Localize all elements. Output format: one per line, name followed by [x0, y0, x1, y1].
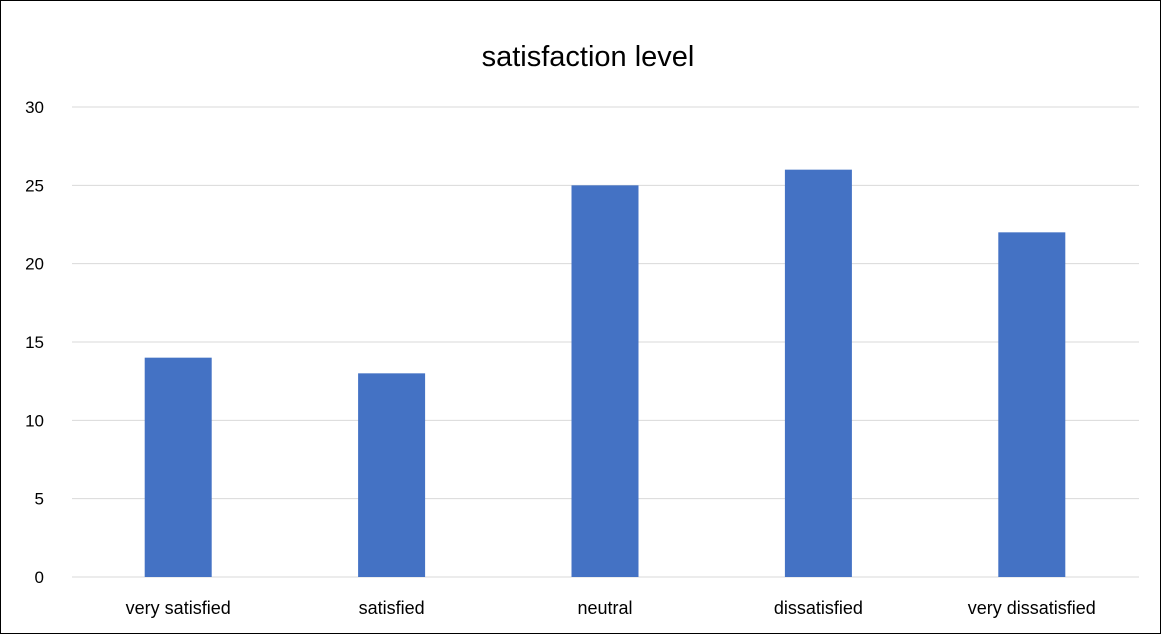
- y-tick-label: 20: [25, 255, 44, 274]
- bar: [998, 232, 1066, 578]
- bar: [571, 185, 639, 578]
- y-tick-label: 15: [25, 333, 44, 352]
- bar: [144, 357, 212, 577]
- x-category-label: neutral: [577, 598, 632, 618]
- x-category-label: dissatisfied: [774, 598, 863, 618]
- chart-title: satisfaction level: [482, 41, 695, 73]
- x-category-label: satisfied: [359, 598, 425, 618]
- y-axis-ticks: 0 5 10 15 20 25 30: [25, 98, 44, 587]
- y-tick-label: 10: [25, 411, 44, 430]
- x-axis-categories: very satisfied satisfied neutral dissatisfi…: [126, 598, 1096, 618]
- y-tick-label: 30: [25, 98, 44, 117]
- x-category-label: very satisfied: [126, 598, 231, 618]
- y-tick-label: 25: [25, 176, 44, 195]
- bar: [784, 169, 852, 577]
- bars: [144, 169, 1066, 578]
- y-tick-label: 5: [35, 490, 44, 509]
- bar: [358, 373, 426, 577]
- x-category-label: very dissatisfied: [968, 598, 1096, 618]
- y-tick-label: 0: [35, 568, 44, 587]
